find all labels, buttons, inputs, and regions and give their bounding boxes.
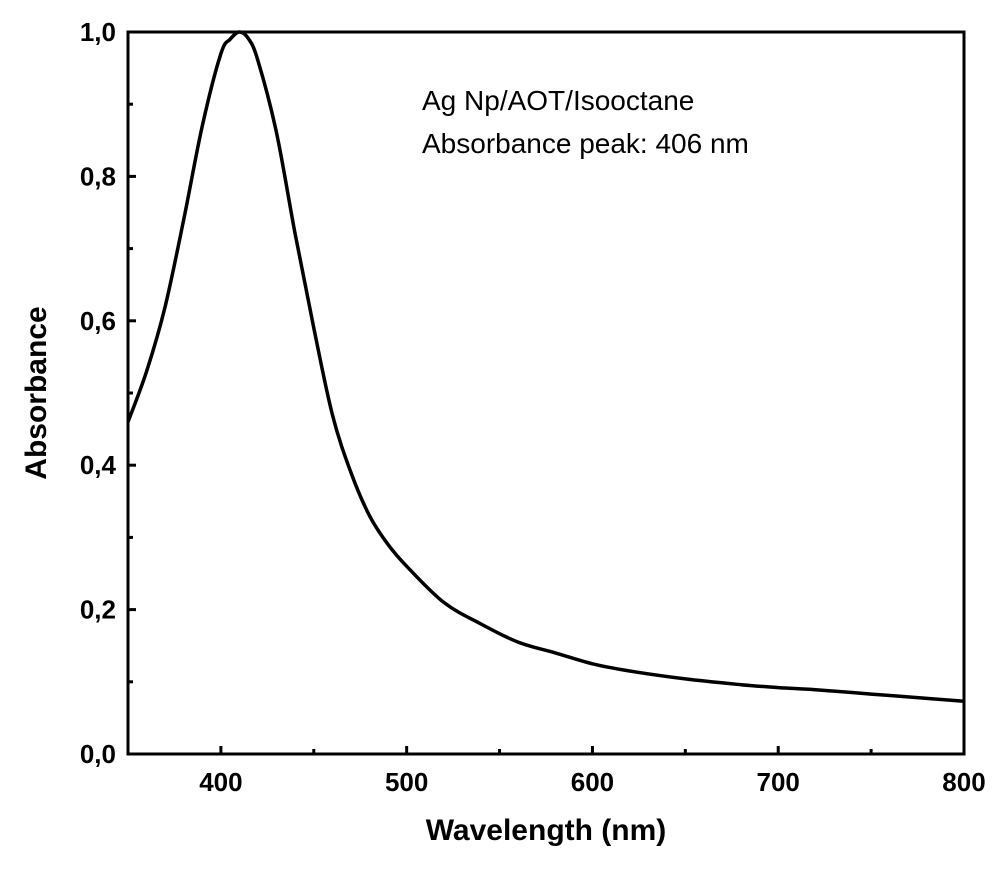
annotation-sample: Ag Np/AOT/Isooctane	[422, 85, 694, 116]
y-tick-label: 0,0	[80, 739, 116, 769]
y-axis-ticks: 0,0 0,2 0,4 0,6 0,8 1,0	[80, 17, 136, 769]
y-tick-label: 0,4	[80, 450, 117, 480]
y-tick-label: 1,0	[80, 17, 116, 47]
x-tick-label: 800	[942, 767, 985, 797]
x-axis-ticks: 400 500 600 700 800	[199, 746, 986, 797]
x-tick-label: 400	[199, 767, 242, 797]
annotation-peak: Absorbance peak: 406 nm	[422, 128, 749, 159]
x-tick-label: 600	[571, 767, 614, 797]
y-tick-label: 0,8	[80, 161, 116, 191]
absorbance-series-line	[126, 30, 965, 704]
x-tick-label: 700	[757, 767, 800, 797]
y-axis-title: Absorbance	[20, 306, 53, 479]
x-axis-title: Wavelength (nm)	[426, 814, 667, 847]
x-tick-label: 500	[385, 767, 428, 797]
y-tick-label: 0,6	[80, 306, 116, 336]
y-tick-label: 0,2	[80, 595, 116, 625]
